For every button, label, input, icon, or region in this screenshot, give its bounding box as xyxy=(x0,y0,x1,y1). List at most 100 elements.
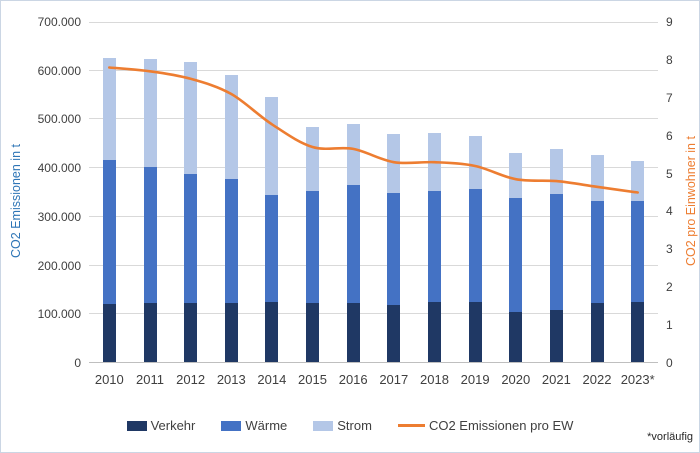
segment-waerme xyxy=(306,190,319,304)
legend-item-w-rme: Wärme xyxy=(221,418,287,433)
x-tick-label: 2018 xyxy=(420,372,449,387)
bar-2021 xyxy=(549,148,563,362)
x-tick-label: 2012 xyxy=(176,372,206,387)
segment-verkehr xyxy=(306,303,319,362)
segment-strom xyxy=(468,135,482,189)
segment-verkehr xyxy=(102,303,116,362)
x-tick-label: 2021 xyxy=(541,372,571,387)
bar-2011 xyxy=(143,58,157,362)
gridline xyxy=(89,69,658,71)
left-tick-label: 400.000 xyxy=(37,161,81,176)
legend-label: Wärme xyxy=(245,418,288,433)
left-tick-label: 700.000 xyxy=(37,15,81,29)
right-tick-label: 3 xyxy=(666,242,673,257)
gridline xyxy=(89,167,658,169)
x-tick-label: 2023* xyxy=(620,372,655,387)
right-tick-label: 6 xyxy=(666,128,673,143)
segment-waerme xyxy=(590,200,604,304)
left-tick-label: 200.000 xyxy=(37,258,81,273)
right-tick-label: 8 xyxy=(666,52,673,67)
right-tick-label: 2 xyxy=(666,280,673,295)
segment-verkehr xyxy=(428,302,441,362)
segment-waerme xyxy=(346,184,360,303)
gridline xyxy=(89,215,658,217)
bar-2012 xyxy=(184,62,198,362)
x-tick-label: 2017 xyxy=(379,372,409,387)
gridline xyxy=(89,118,658,120)
x-tick-label: 2022 xyxy=(582,372,612,387)
right-tick-label: 5 xyxy=(666,166,673,181)
segment-waerme xyxy=(143,167,157,303)
segment-verkehr xyxy=(549,309,563,362)
segment-waerme xyxy=(184,173,198,304)
x-tick-label: 2014 xyxy=(257,372,287,387)
left-tick-label: 0 xyxy=(74,356,81,370)
gridline xyxy=(89,22,658,23)
segment-verkehr xyxy=(346,302,360,362)
trend-line-layer xyxy=(108,66,639,194)
bar-2010 xyxy=(102,57,116,362)
x-axis-labels: 2010 2011 2012 2013 2014 2015 2016 2017 2018 2019… xyxy=(89,372,658,388)
segment-strom xyxy=(102,57,116,160)
segment-strom xyxy=(590,155,604,201)
right-tick-label: 0 xyxy=(666,356,673,370)
legend-swatch-icon xyxy=(126,420,147,431)
right-axis-ticks: 9 8 7 6 5 4 3 2 1 0 xyxy=(666,15,696,370)
segment-waerme xyxy=(509,198,523,312)
segment-verkehr xyxy=(631,302,645,362)
left-tick-label: 500.000 xyxy=(37,112,81,127)
x-tick-label: 2016 xyxy=(338,372,368,387)
bar-2017 xyxy=(387,134,401,362)
gridline xyxy=(89,264,658,266)
segment-verkehr xyxy=(143,302,157,362)
bar-2020 xyxy=(509,152,523,362)
right-tick-label: 7 xyxy=(666,90,673,105)
bar-2013 xyxy=(224,75,238,362)
x-tick-label: 2011 xyxy=(136,372,164,387)
segment-strom xyxy=(509,152,523,199)
legend-label: Verkehr xyxy=(150,418,196,433)
x-tick-label: 2019 xyxy=(460,372,490,387)
segment-verkehr xyxy=(387,304,401,362)
legend-label: CO2 Emissionen pro EW xyxy=(428,418,574,433)
legend-label: Strom xyxy=(337,418,372,433)
bar-2019 xyxy=(468,135,482,362)
legend: Verkehr Wärme Strom CO2 Emissionen pro EW xyxy=(1,418,699,433)
x-tick-label: 2020 xyxy=(501,372,531,387)
segment-verkehr xyxy=(265,301,279,362)
segment-strom xyxy=(387,134,401,193)
left-tick-label: 600.000 xyxy=(37,63,81,78)
segment-waerme xyxy=(224,178,238,303)
segment-verkehr xyxy=(468,302,482,362)
x-tick-label: 2010 xyxy=(94,372,124,387)
segment-strom xyxy=(549,148,563,195)
left-axis-ticks: 700.000 600.000 500.000 400.000 300.000 200.0… xyxy=(1,15,81,370)
segment-strom xyxy=(346,123,360,185)
left-tick-label: 300.000 xyxy=(37,209,81,224)
bar-2022 xyxy=(590,155,604,362)
segment-strom xyxy=(184,62,198,174)
x-axis-line xyxy=(89,362,658,363)
plot-area xyxy=(89,22,658,363)
legend-swatch-icon xyxy=(221,420,242,431)
bar-2015 xyxy=(306,126,319,362)
bar-2016 xyxy=(346,123,360,362)
right-tick-label: 4 xyxy=(666,204,673,219)
segment-verkehr xyxy=(184,303,198,362)
segment-waerme xyxy=(428,191,441,303)
gridline xyxy=(89,313,658,315)
segment-waerme xyxy=(468,188,482,303)
segment-waerme xyxy=(265,195,279,302)
segment-waerme xyxy=(549,194,563,310)
co2-per-capita-line xyxy=(108,66,639,194)
legend-line-icon xyxy=(397,424,425,427)
bar-2018 xyxy=(428,132,441,362)
segment-waerme xyxy=(631,200,645,303)
right-tick-label: 9 xyxy=(666,15,673,29)
legend-item-co2-emissionen-pro-ew: CO2 Emissionen pro EW xyxy=(397,418,574,433)
segment-strom xyxy=(143,58,157,168)
x-tick-label: 2015 xyxy=(298,372,327,387)
segment-waerme xyxy=(387,192,401,305)
segment-strom xyxy=(306,126,319,191)
